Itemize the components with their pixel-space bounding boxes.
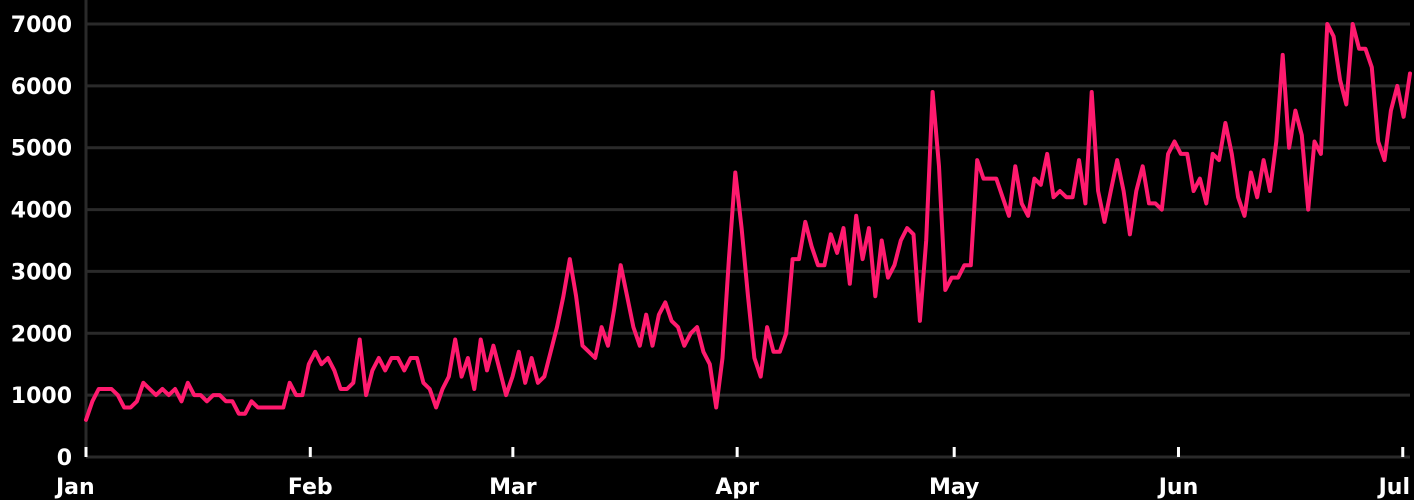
series-layer <box>84 22 1412 422</box>
y-tick-label: 0 <box>57 446 72 471</box>
x-tick-label: Jan <box>54 475 95 500</box>
series-line <box>84 22 1412 422</box>
y-tick-label: 7000 <box>11 13 72 38</box>
x-axis-tick-labels: Jan Feb Mar Apr May Jun Jul <box>54 447 1410 500</box>
y-tick-label: 1000 <box>11 384 72 409</box>
x-tick-label: Jul <box>1377 475 1410 500</box>
y-tick-label: 2000 <box>11 322 72 347</box>
y-tick-label: 5000 <box>11 137 72 162</box>
x-tick-label: Mar <box>489 475 537 500</box>
x-tick-label: Apr <box>715 475 759 500</box>
x-tick-label: Jun <box>1157 475 1199 500</box>
y-tick-label: 3000 <box>11 260 72 285</box>
x-tick-label: May <box>929 475 979 500</box>
y-tick-label: 6000 <box>11 75 72 100</box>
y-axis-tick-labels: 0 1000 2000 3000 4000 5000 6000 7000 <box>11 13 72 471</box>
gridlines <box>84 0 1410 459</box>
x-tick-label: Feb <box>288 475 333 500</box>
y-tick-label: 4000 <box>11 199 72 224</box>
